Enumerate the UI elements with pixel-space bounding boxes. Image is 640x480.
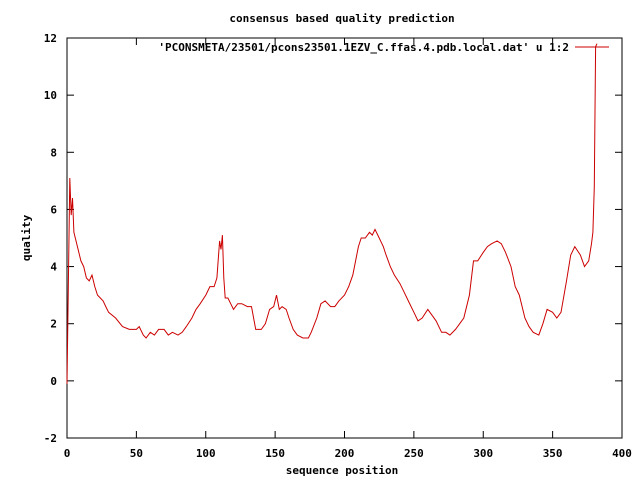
x-tick-label: 200 xyxy=(335,447,355,460)
x-tick-label: 250 xyxy=(404,447,424,460)
y-tick-label: 6 xyxy=(50,203,57,216)
y-tick-label: 8 xyxy=(50,146,57,159)
axis-ticks xyxy=(66,37,623,439)
series-layer xyxy=(66,43,598,384)
y-tick-label: 12 xyxy=(44,32,57,45)
axis-tick-labels: 0 50 100 150 200 250 300 350 400 -2 0 2 4 6 8 10 12 xyxy=(44,32,632,460)
x-tick-label: 350 xyxy=(543,447,563,460)
y-tick-label: -2 xyxy=(44,432,57,445)
x-tick-label: 0 xyxy=(64,447,71,460)
plot-frame xyxy=(66,37,623,439)
x-tick-label: 300 xyxy=(473,447,493,460)
x-tick-label: 400 xyxy=(612,447,632,460)
y-axis-label: quality xyxy=(20,214,33,261)
legend: 'PCONSMETA/23501/pcons23501.1EZV_C.ffas.… xyxy=(158,41,609,54)
y-tick-label: 10 xyxy=(44,89,57,102)
series-line xyxy=(66,43,598,384)
chart-title: consensus based quality prediction xyxy=(229,12,454,25)
y-tick-label: 2 xyxy=(50,318,57,331)
legend-label: 'PCONSMETA/23501/pcons23501.1EZV_C.ffas.… xyxy=(158,41,569,54)
x-tick-label: 100 xyxy=(196,447,216,460)
y-tick-label: 4 xyxy=(50,261,57,274)
x-axis-label: sequence position xyxy=(286,464,399,477)
x-tick-label: 50 xyxy=(130,447,143,460)
y-tick-label: 0 xyxy=(50,375,57,388)
x-tick-label: 150 xyxy=(265,447,285,460)
